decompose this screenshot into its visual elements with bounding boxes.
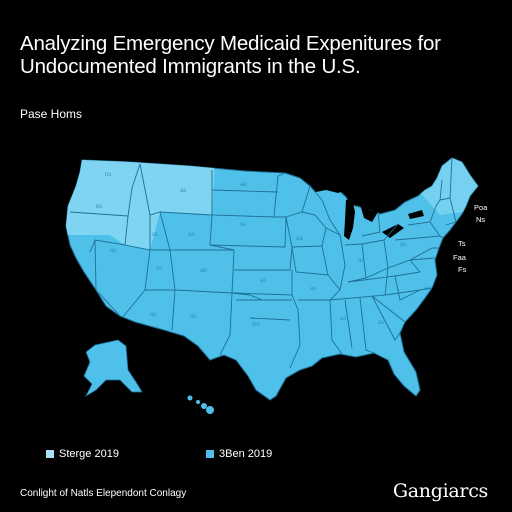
east-label-3: Ts	[458, 239, 466, 248]
svg-text:as: as	[190, 314, 196, 320]
svg-text:as: as	[260, 278, 266, 284]
svg-text:tes: tes	[252, 322, 260, 328]
map-title: Analyzing Emergency Medicaid Expenitures…	[20, 32, 500, 78]
svg-text:as: as	[340, 316, 346, 322]
svg-text:ss: ss	[152, 232, 158, 238]
legend-label-1: Sterge 2019	[59, 448, 119, 460]
us-states-map: ns as ae es ss as ss aa as ss ae as as as tes as as…	[65, 157, 488, 414]
source-footer: Conlight of Natls Elependont Conlagy	[20, 488, 187, 499]
legend-item-2: 3Ben 2019	[206, 448, 272, 460]
brand-logo: Gangiarcs	[392, 480, 488, 502]
lake-superior	[310, 182, 346, 193]
svg-text:as: as	[378, 320, 384, 326]
svg-text:as: as	[400, 242, 406, 248]
svg-text:as: as	[110, 248, 116, 254]
legend-swatch-2	[206, 450, 214, 458]
legend-item-1: Sterge 2019	[46, 448, 119, 460]
svg-text:as: as	[310, 286, 316, 292]
title-line-2: Undocumented Immigrants in the U.S.	[20, 55, 361, 78]
state-marks: ns as ae es ss as ss aa as ss ae as as as tes as as…	[96, 172, 430, 328]
lake-ontario	[408, 210, 424, 219]
east-label-4: Faa	[453, 253, 467, 262]
svg-text:as: as	[150, 312, 156, 318]
svg-text:es: es	[96, 204, 102, 210]
state-borders	[69, 158, 463, 369]
east-label-1: Poa	[474, 203, 488, 212]
svg-text:ae: ae	[200, 268, 207, 274]
svg-text:ae: ae	[240, 182, 247, 188]
lake-erie	[382, 224, 404, 238]
legend-label-2: 3Ben 2019	[219, 448, 273, 460]
east-label-5: Fs	[458, 265, 467, 274]
lake-huron	[360, 200, 378, 222]
map-subtitle: Pase Homs	[20, 107, 83, 121]
east-coast-labels: Poa Ns Ts Faa Fs	[453, 203, 488, 274]
map-legend: Sterge 2019 3Ben 2019	[0, 448, 512, 464]
svg-text:ns: ns	[105, 172, 111, 178]
svg-text:as: as	[358, 258, 364, 264]
svg-text:as: as	[188, 232, 194, 238]
hawaii	[187, 395, 214, 414]
legend-swatch-1	[46, 450, 54, 458]
svg-text:aa: aa	[296, 236, 303, 242]
svg-text:as: as	[180, 188, 186, 194]
lake-michigan	[344, 198, 355, 240]
east-label-2: Ns	[476, 215, 485, 224]
title-line-1: Analyzing Emergency Medicaid Expenitures…	[20, 32, 441, 55]
svg-text:ss: ss	[240, 222, 246, 228]
alaska	[83, 339, 143, 398]
svg-text:as: as	[424, 286, 430, 292]
svg-text:ss: ss	[156, 266, 162, 272]
